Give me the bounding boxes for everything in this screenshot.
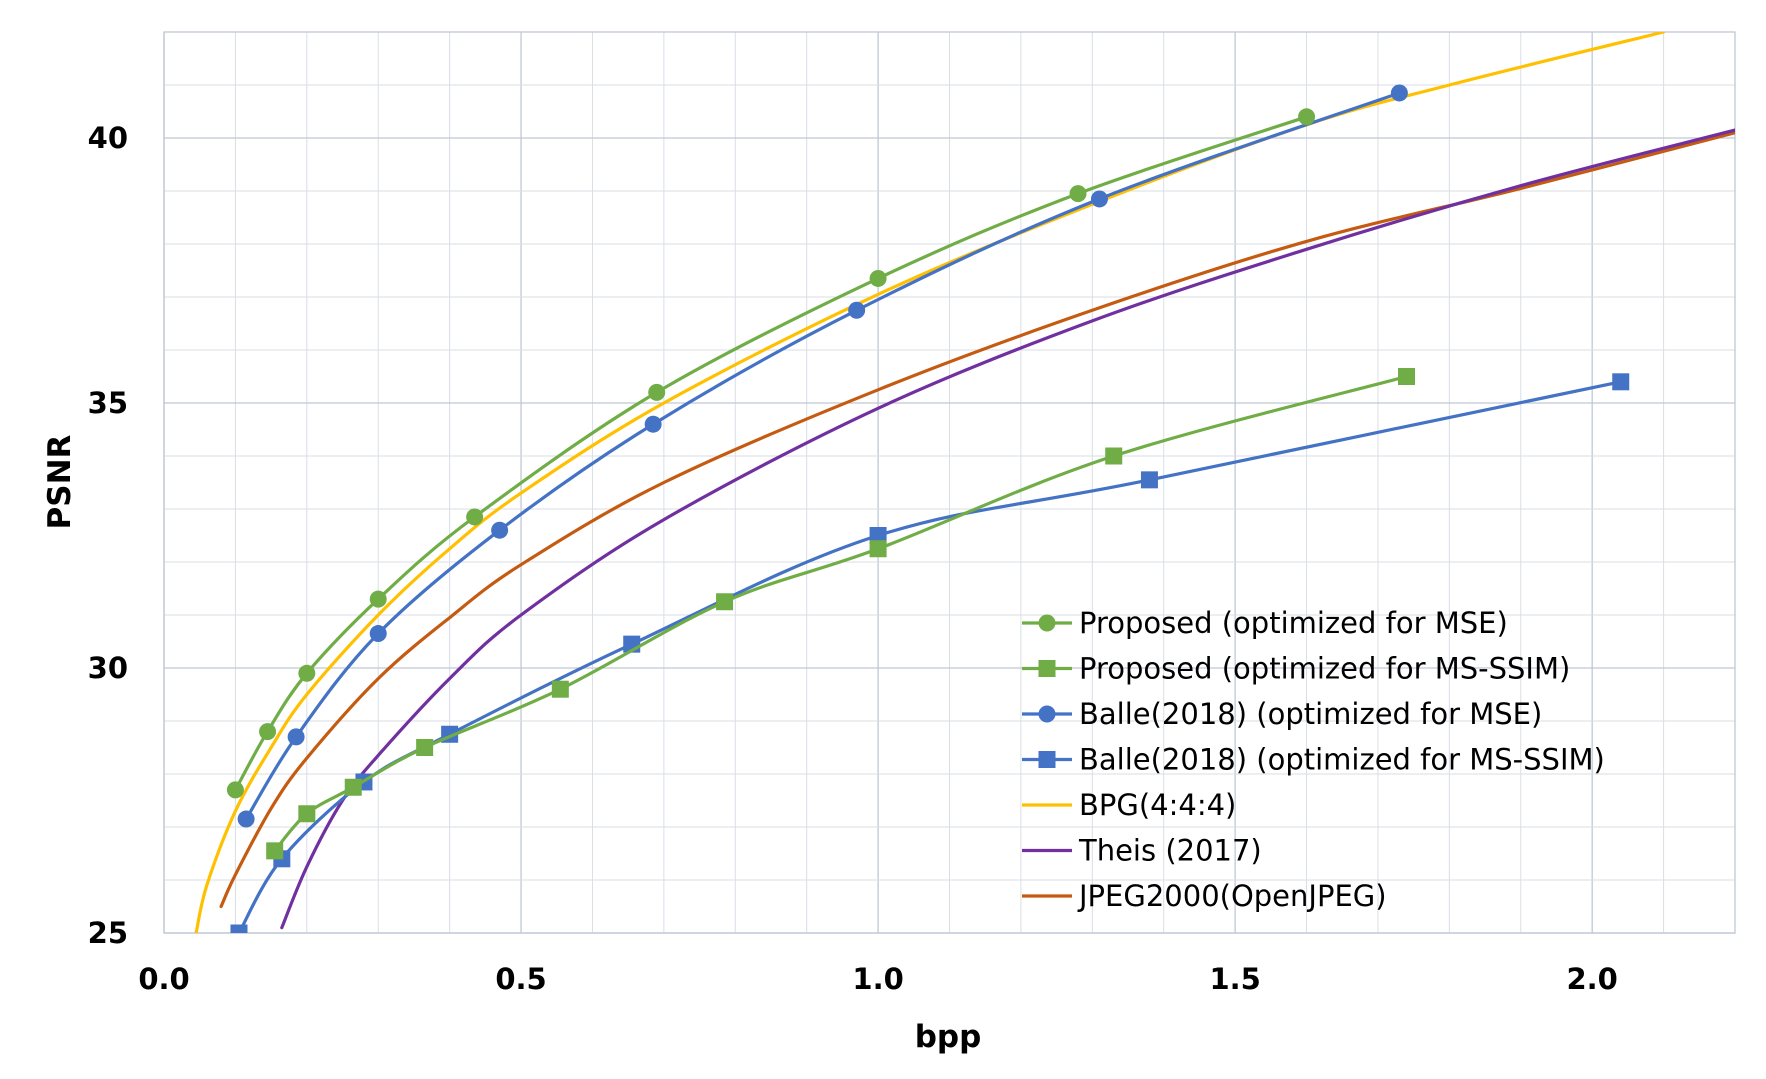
y-axis-title: PSNR	[42, 434, 78, 529]
legend-item-theis-2017: Theis (2017)	[1022, 834, 1262, 868]
legend: Proposed (optimized for MSE) Proposed (op…	[1022, 606, 1605, 913]
legend-item-jpeg2000-openjpeg: JPEG2000(OpenJPEG)	[1022, 879, 1387, 913]
data-point-balle-2018-optimized-for-mse	[287, 728, 305, 746]
series-jpeg2000-openjpeg	[219, 131, 1735, 909]
y-tick-label: 40	[88, 121, 128, 155]
data-point-proposed-optimized-for-mse	[369, 590, 387, 608]
plot-area-border	[163, 31, 1736, 934]
data-point-proposed-optimized-for-mse	[1298, 108, 1316, 126]
data-point-proposed-optimized-for-ms-ssim	[1105, 447, 1123, 465]
x-axis-ticks: 0.0 0.5 1.0 1.5 2.0	[138, 962, 1618, 996]
gridlines	[163, 31, 1736, 934]
data-point-proposed-optimized-for-ms-ssim	[344, 778, 362, 796]
data-point-balle-2018-optimized-for-mse	[491, 521, 509, 539]
legend-item-balle-2018-optimized-for-ms-ssim: Balle(2018) (optimized for MS-SSIM)	[1022, 743, 1605, 777]
data-point-balle-2018-optimized-for-mse	[848, 301, 866, 319]
data-point-proposed-optimized-for-ms-ssim	[869, 540, 887, 558]
y-tick-label: 25	[88, 916, 128, 950]
data-point-balle-2018-optimized-for-mse	[1090, 190, 1108, 208]
data-point-balle-2018-optimized-for-ms-ssim	[869, 527, 887, 544]
data-point-balle-2018-optimized-for-mse	[1390, 84, 1408, 102]
legend-swatch-marker	[1038, 705, 1056, 723]
series-line-proposed-optimized-for-mse	[233, 115, 1309, 792]
data-point-proposed-optimized-for-mse	[869, 269, 887, 287]
x-axis-title: bpp	[915, 1019, 982, 1055]
series-proposed-optimized-for-mse	[226, 108, 1316, 799]
series-balle-2018-optimized-for-mse	[237, 84, 1408, 828]
legend-label: Proposed (optimized for MSE)	[1079, 606, 1508, 640]
legend-item-proposed-optimized-for-mse: Proposed (optimized for MSE)	[1022, 606, 1508, 640]
data-point-proposed-optimized-for-mse	[298, 664, 316, 682]
legend-label: Theis (2017)	[1078, 834, 1262, 868]
legend-label: BPG(4:4:4)	[1079, 788, 1236, 822]
data-point-balle-2018-optimized-for-mse	[369, 625, 387, 643]
data-point-proposed-optimized-for-mse	[226, 781, 244, 799]
data-point-proposed-optimized-for-mse	[259, 723, 277, 741]
legend-label: Balle(2018) (optimized for MSE)	[1079, 697, 1542, 731]
data-point-proposed-optimized-for-mse	[648, 383, 666, 401]
data-point-balle-2018-optimized-for-ms-ssim	[230, 924, 248, 933]
y-axis-ticks: 25 30 35 40	[88, 121, 128, 950]
data-point-proposed-optimized-for-ms-ssim	[1398, 368, 1416, 385]
x-tick-label: 2.0	[1566, 962, 1617, 996]
data-point-balle-2018-optimized-for-mse	[644, 415, 662, 433]
data-point-balle-2018-optimized-for-mse	[237, 810, 255, 828]
x-tick-label: 1.0	[852, 962, 903, 996]
legend-label: Proposed (optimized for MS-SSIM)	[1079, 652, 1570, 686]
legend-label: JPEG2000(OpenJPEG)	[1077, 879, 1387, 913]
legend-label: Balle(2018) (optimized for MS-SSIM)	[1079, 743, 1605, 777]
data-point-proposed-optimized-for-mse	[1069, 185, 1087, 203]
y-tick-label: 35	[88, 386, 128, 420]
y-tick-label: 30	[88, 651, 128, 685]
series-proposed-optimized-for-ms-ssim	[266, 368, 1416, 860]
legend-swatch-marker	[1038, 751, 1056, 768]
data-point-proposed-optimized-for-mse	[466, 508, 484, 526]
x-tick-label: 0.5	[495, 962, 546, 996]
series-line-balle-2018-optimized-for-ms-ssim	[237, 380, 1623, 933]
legend-swatch-marker	[1038, 614, 1056, 632]
plot-series	[194, 32, 1735, 933]
data-point-balle-2018-optimized-for-ms-ssim	[1140, 471, 1158, 489]
data-point-proposed-optimized-for-ms-ssim	[551, 680, 569, 698]
data-point-balle-2018-optimized-for-ms-ssim	[1612, 373, 1630, 391]
x-tick-label: 0.0	[138, 962, 189, 996]
legend-item-bpg-4-4-4: BPG(4:4:4)	[1022, 788, 1236, 822]
data-point-proposed-optimized-for-ms-ssim	[416, 739, 434, 756]
legend-item-balle-2018-optimized-for-mse: Balle(2018) (optimized for MSE)	[1022, 697, 1542, 731]
series-line-jpeg2000-openjpeg	[219, 131, 1735, 909]
data-point-proposed-optimized-for-ms-ssim	[298, 805, 316, 823]
legend-item-proposed-optimized-for-ms-ssim: Proposed (optimized for MS-SSIM)	[1022, 652, 1570, 686]
legend-swatch-marker	[1038, 660, 1056, 677]
data-point-proposed-optimized-for-ms-ssim	[716, 593, 734, 611]
x-tick-label: 1.5	[1209, 962, 1260, 996]
data-point-proposed-optimized-for-ms-ssim	[266, 842, 284, 860]
